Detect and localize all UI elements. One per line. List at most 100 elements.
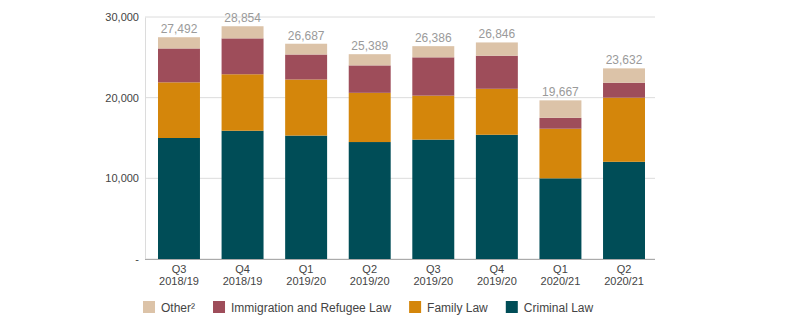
x-tick: Q42019/20 xyxy=(477,259,517,287)
x-tick-label-line: Q4 xyxy=(235,263,250,275)
x-tick-label-line: Q2 xyxy=(617,263,632,275)
bar-segment xyxy=(539,178,581,259)
bar-segment xyxy=(349,65,391,92)
total-label: 26,846 xyxy=(479,27,516,41)
x-tick-label-line: Q4 xyxy=(490,263,505,275)
x-tick-label: Q12020/21 xyxy=(541,263,581,287)
y-tick-label: 10,000 xyxy=(105,172,139,184)
legend-label: Family Law xyxy=(427,301,488,315)
bar-segment xyxy=(539,118,581,129)
x-tick-label: Q42018/19 xyxy=(223,263,263,287)
x-tick-label-line: 2019/20 xyxy=(413,275,453,287)
bars xyxy=(158,26,645,259)
bar-segment xyxy=(412,140,454,259)
bar-segment xyxy=(222,74,264,130)
legend-label: Immigration and Refugee Law xyxy=(231,301,391,315)
legend-label: Criminal Law xyxy=(524,301,594,315)
y-tick-label: 20,000 xyxy=(105,92,139,104)
legend-swatch xyxy=(143,301,155,313)
bar-segment xyxy=(539,129,581,179)
x-tick-label-line: Q3 xyxy=(426,263,441,275)
bar-segment xyxy=(349,54,391,65)
x-tick: Q42018/19 xyxy=(223,259,263,287)
y-tick-label: - xyxy=(135,253,139,265)
legend-item: Other² xyxy=(143,301,195,315)
bar-segment xyxy=(539,100,581,117)
x-tick-label: Q12019/20 xyxy=(286,263,326,287)
bar-segment xyxy=(285,44,327,55)
bar-segment xyxy=(412,46,454,57)
bar-segment xyxy=(222,26,264,38)
x-tick-label: Q22019/20 xyxy=(350,263,390,287)
x-tick-label-line: 2019/20 xyxy=(477,275,517,287)
bar-segment xyxy=(603,83,645,98)
x-tick-label-line: 2019/20 xyxy=(286,275,326,287)
bar-segment xyxy=(285,80,327,136)
bar-segment xyxy=(412,57,454,95)
bar-segment xyxy=(158,37,200,48)
y-tick: 10,000 xyxy=(105,172,145,184)
x-axis: Q32018/19Q42018/19Q12019/20Q22019/20Q320… xyxy=(145,259,655,287)
total-label: 27,492 xyxy=(161,22,198,36)
x-tick: Q12020/21 xyxy=(541,259,581,287)
y-tick: - xyxy=(135,253,145,265)
bar-segment xyxy=(603,162,645,259)
x-tick: Q32019/20 xyxy=(413,259,453,287)
x-tick-label-line: Q1 xyxy=(553,263,568,275)
x-tick-label-line: 2020/21 xyxy=(541,275,581,287)
legend: Other² Immigration and Refugee Law Family … xyxy=(143,301,593,315)
x-tick-label-line: 2019/20 xyxy=(350,275,390,287)
x-tick: Q12019/20 xyxy=(286,259,326,287)
x-tick-label: Q42019/20 xyxy=(477,263,517,287)
y-axis: - 10,000 20,000 30,000 xyxy=(105,11,145,265)
y-tick: 30,000 xyxy=(105,11,145,23)
total-label: 26,687 xyxy=(288,29,325,43)
x-tick: Q22020/21 xyxy=(604,259,644,287)
bar-segment xyxy=(412,96,454,140)
bar-segment xyxy=(158,138,200,259)
bar-segment xyxy=(349,93,391,142)
chart: -10,00020,00030,000Q32018/19Q42018/19Q12… xyxy=(0,0,790,330)
x-tick-label-line: Q2 xyxy=(362,263,377,275)
series xyxy=(158,38,645,128)
x-tick-label-line: 2018/19 xyxy=(159,275,199,287)
bar-segment xyxy=(476,135,518,259)
bar-segment xyxy=(476,89,518,135)
bar-segment xyxy=(158,82,200,138)
y-tick-label: 30,000 xyxy=(105,11,139,23)
total-label: 25,389 xyxy=(351,39,388,53)
total-label: 23,632 xyxy=(606,53,643,67)
bar-segment xyxy=(603,98,645,162)
totals: 27,49228,85426,68725,38926,38626,84619,6… xyxy=(161,11,643,99)
x-axis-line xyxy=(145,259,655,260)
legend-swatch xyxy=(213,301,225,313)
x-tick-label-line: 2020/21 xyxy=(604,275,644,287)
bar-segment xyxy=(222,38,264,74)
x-tick: Q32018/19 xyxy=(159,259,199,287)
x-tick-label: Q22020/21 xyxy=(604,263,644,287)
series xyxy=(158,74,645,178)
bar-segment xyxy=(476,42,518,55)
legend-item: Criminal Law xyxy=(506,301,594,315)
y-axis-line xyxy=(145,18,146,260)
bar-segment xyxy=(285,55,327,80)
x-tick-label-line: 2018/19 xyxy=(223,275,263,287)
bar-segment xyxy=(349,142,391,259)
x-tick-label-line: Q1 xyxy=(299,263,314,275)
legend-swatch xyxy=(409,301,421,313)
y-tick: 20,000 xyxy=(105,92,145,104)
bar-segment xyxy=(285,136,327,259)
grid xyxy=(145,17,655,259)
bar-segment xyxy=(158,48,200,82)
legend-swatch xyxy=(506,301,518,313)
total-label: 26,386 xyxy=(415,31,452,45)
grid-line xyxy=(145,17,655,18)
x-tick-label-line: Q3 xyxy=(172,263,187,275)
total-label: 19,667 xyxy=(542,85,579,99)
series xyxy=(158,26,645,118)
bar-segment xyxy=(222,131,264,259)
legend-item: Family Law xyxy=(409,301,488,315)
x-tick-label: Q32018/19 xyxy=(159,263,199,287)
x-tick-label: Q32019/20 xyxy=(413,263,453,287)
x-tick: Q22019/20 xyxy=(350,259,390,287)
